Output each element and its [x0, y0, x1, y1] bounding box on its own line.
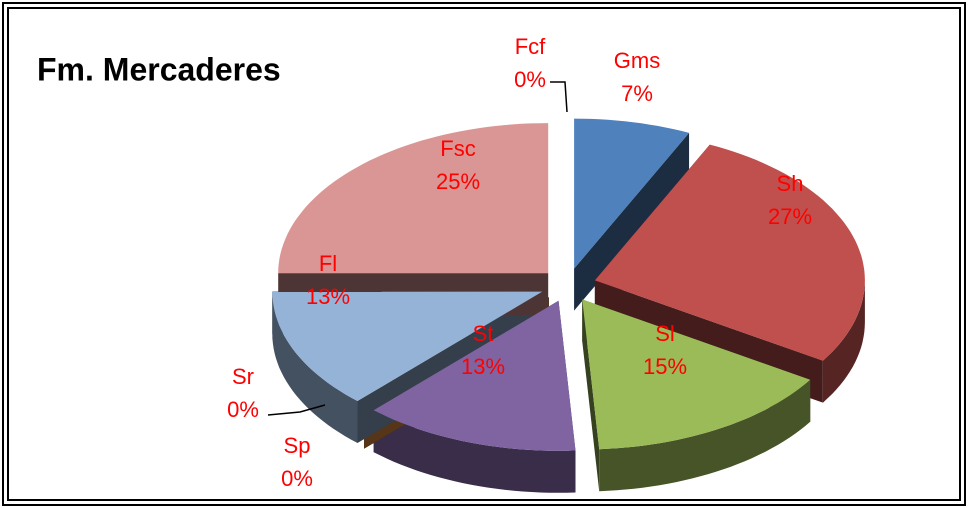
slice-value-label: 27% [768, 204, 812, 229]
slice [574, 118, 690, 269]
slice [272, 291, 543, 401]
slice-label: Fl [319, 251, 337, 276]
slice-value-label: 0% [514, 67, 546, 92]
slice [594, 144, 865, 361]
slice-side [373, 410, 576, 493]
slice-value-label: 13% [306, 284, 350, 309]
leader-line [550, 81, 568, 113]
slice [278, 123, 549, 274]
slice-side [822, 280, 865, 403]
slice-side [272, 291, 358, 443]
slice-label: Gms [614, 48, 660, 73]
slice-edge [582, 299, 600, 492]
chart-title: Fm. Mercaderes [37, 51, 281, 87]
slice-value-label: 15% [643, 354, 687, 379]
slice-label: St [473, 321, 494, 346]
slice-edge [574, 132, 690, 311]
slice-value-label: 7% [621, 81, 653, 106]
inner-border [7, 7, 961, 501]
slice-label: Fcf [515, 34, 546, 59]
leader-line [267, 404, 326, 416]
slice [582, 299, 811, 450]
slice-value-label: 0% [281, 466, 313, 491]
slice-label: Sr [232, 364, 254, 389]
slice-value-label: 0% [227, 397, 259, 422]
slice-label: Sp [284, 433, 311, 458]
slice [373, 300, 576, 451]
slice-label: Fsc [440, 136, 475, 161]
labels: Gms 7% Sh 27% Sl 15% St 13% Sp 0% Sr 0% Fl 13% Fsc 25% F… [227, 34, 812, 491]
slice-label: Sh [777, 171, 804, 196]
slice-value-label: 13% [461, 354, 505, 379]
slice-label: Sl [655, 321, 675, 346]
pie [272, 118, 865, 493]
slice-side [599, 379, 811, 492]
slice-value-label: 25% [436, 169, 480, 194]
